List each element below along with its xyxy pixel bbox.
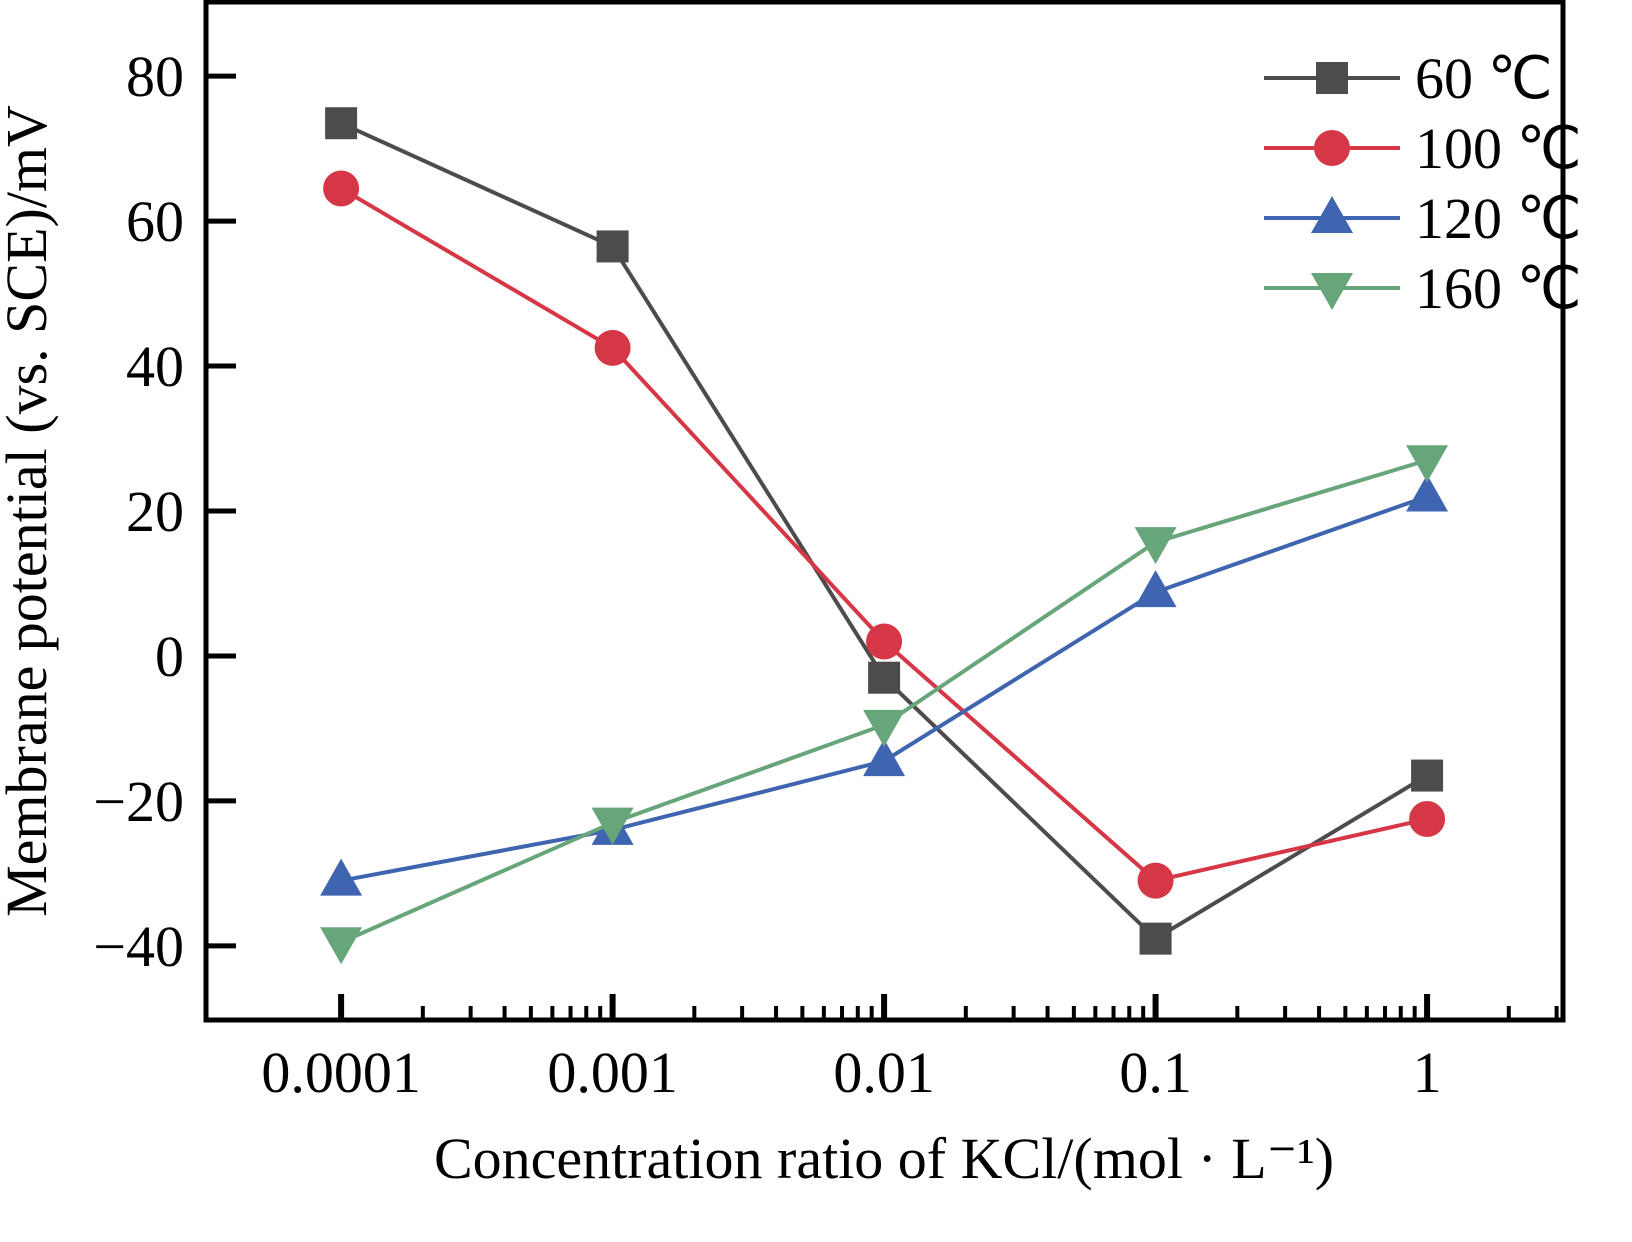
series-line xyxy=(340,186,1428,883)
series-line xyxy=(340,458,1428,945)
data-point xyxy=(591,807,634,845)
legend-marker-icon xyxy=(1316,62,1348,94)
series-line xyxy=(340,121,1429,942)
y-axis-title: Membrane potential (vs. SCE)/mV xyxy=(0,105,59,917)
data-point xyxy=(1406,474,1449,512)
legend-label: 120 ℃ xyxy=(1415,186,1582,251)
data-point xyxy=(866,623,903,660)
x-axis-ticks: 0.0001 0.001 0.01 0.1 1 xyxy=(261,994,1559,1105)
legend-item: 60 ℃ xyxy=(1264,46,1553,111)
data-point xyxy=(325,107,358,140)
y-tick-label: 80 xyxy=(126,44,184,109)
data-point xyxy=(320,927,363,965)
legend-item: 160 ℃ xyxy=(1264,256,1582,321)
legend-label: 100 ℃ xyxy=(1415,116,1582,181)
series-1 xyxy=(323,170,1446,899)
x-tick-label: 0.1 xyxy=(1119,1040,1192,1105)
data-point xyxy=(323,170,360,207)
data-point xyxy=(1134,527,1177,565)
y-axis-ticks: 80 60 40 20 0 −20 −40 xyxy=(93,44,236,979)
legend-label: 60 ℃ xyxy=(1415,46,1553,111)
series-layer xyxy=(320,107,1449,965)
y-tick-label: 40 xyxy=(126,334,184,399)
x-tick-label: 0.01 xyxy=(833,1040,935,1105)
data-point xyxy=(863,709,906,747)
legend-marker-icon xyxy=(1311,196,1353,233)
y-tick-label: 0 xyxy=(155,624,184,689)
series-0 xyxy=(325,107,1444,955)
data-point xyxy=(863,739,906,777)
series-3 xyxy=(320,445,1449,965)
data-point xyxy=(1406,445,1449,483)
data-point xyxy=(594,329,631,366)
x-tick-label: 0.0001 xyxy=(261,1040,421,1105)
data-point xyxy=(320,858,363,896)
data-point xyxy=(596,230,629,263)
data-point xyxy=(868,661,901,694)
data-point xyxy=(1134,570,1177,608)
legend-item: 100 ℃ xyxy=(1264,116,1582,181)
x-axis-title: Concentration ratio of KCl/(mol · L⁻¹) xyxy=(434,1126,1334,1191)
legend-marker-icon xyxy=(1314,130,1350,166)
y-tick-label: −40 xyxy=(93,914,184,979)
y-tick-label: 60 xyxy=(126,189,184,254)
y-tick-label: 20 xyxy=(126,479,184,544)
x-tick-label: 1 xyxy=(1413,1040,1442,1105)
data-point xyxy=(1409,801,1446,838)
data-point xyxy=(1137,862,1174,899)
x-tick-label: 0.001 xyxy=(547,1040,678,1105)
legend-label: 160 ℃ xyxy=(1415,256,1582,321)
legend-marker-icon xyxy=(1311,273,1353,310)
data-point xyxy=(1139,922,1172,955)
data-point xyxy=(1411,759,1444,792)
y-tick-label: −20 xyxy=(93,769,184,834)
legend-item: 120 ℃ xyxy=(1264,186,1582,251)
